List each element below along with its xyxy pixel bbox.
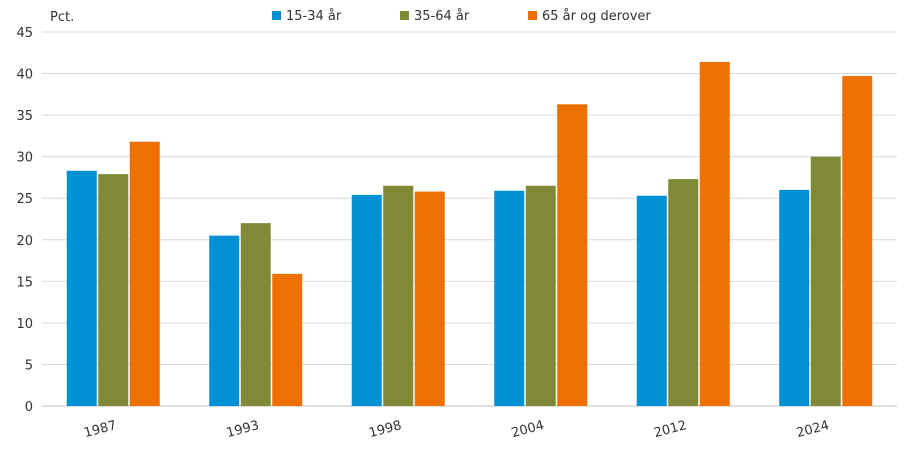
bar bbox=[351, 194, 382, 406]
y-tick-label: 20 bbox=[16, 234, 33, 249]
y-axis-ticks: 0 5 10 15 20 25 30 35 40 45 bbox=[16, 26, 33, 415]
bar bbox=[383, 185, 414, 406]
bar bbox=[240, 223, 271, 406]
bar bbox=[668, 179, 699, 406]
legend-swatch bbox=[528, 11, 537, 20]
legend-label: 15-34 år bbox=[286, 9, 342, 24]
x-tick-label: 2024 bbox=[795, 418, 831, 441]
bar bbox=[272, 273, 303, 406]
x-tick-label: 1998 bbox=[367, 418, 403, 441]
bar bbox=[209, 235, 240, 406]
x-tick-label: 2012 bbox=[652, 418, 688, 441]
bar bbox=[557, 104, 588, 406]
bar bbox=[129, 141, 160, 406]
y-tick-label: 15 bbox=[16, 275, 33, 290]
legend-swatch bbox=[272, 11, 281, 20]
bar bbox=[414, 191, 445, 406]
y-tick-label: 0 bbox=[25, 400, 33, 415]
bar bbox=[66, 170, 97, 406]
bars bbox=[66, 61, 873, 407]
y-axis-unit-label: Pct. bbox=[50, 10, 74, 25]
y-tick-label: 40 bbox=[16, 68, 33, 83]
bar bbox=[494, 190, 525, 406]
bar bbox=[810, 156, 841, 406]
bar bbox=[636, 195, 667, 406]
bar bbox=[779, 189, 810, 406]
bar bbox=[699, 61, 730, 407]
y-tick-label: 35 bbox=[16, 109, 33, 124]
y-tick-label: 5 bbox=[25, 358, 33, 373]
legend-label: 65 år og derover bbox=[542, 9, 651, 24]
x-axis-ticks: 1987 1993 1998 2004 2012 2024 bbox=[82, 418, 830, 441]
x-tick-label: 1993 bbox=[225, 418, 261, 441]
bar bbox=[98, 174, 129, 406]
y-tick-label: 10 bbox=[16, 317, 33, 332]
legend: 15-34 år 35-64 år 65 år og derover bbox=[272, 9, 651, 24]
y-tick-label: 25 bbox=[16, 192, 33, 207]
bar bbox=[842, 76, 873, 406]
y-tick-label: 45 bbox=[16, 26, 33, 41]
y-tick-label: 30 bbox=[16, 151, 33, 166]
legend-label: 35-64 år bbox=[414, 9, 470, 24]
gridlines bbox=[42, 31, 897, 407]
x-tick-label: 1987 bbox=[82, 418, 118, 441]
bar bbox=[525, 185, 556, 406]
legend-swatch bbox=[400, 11, 409, 20]
x-tick-label: 2004 bbox=[510, 418, 546, 441]
